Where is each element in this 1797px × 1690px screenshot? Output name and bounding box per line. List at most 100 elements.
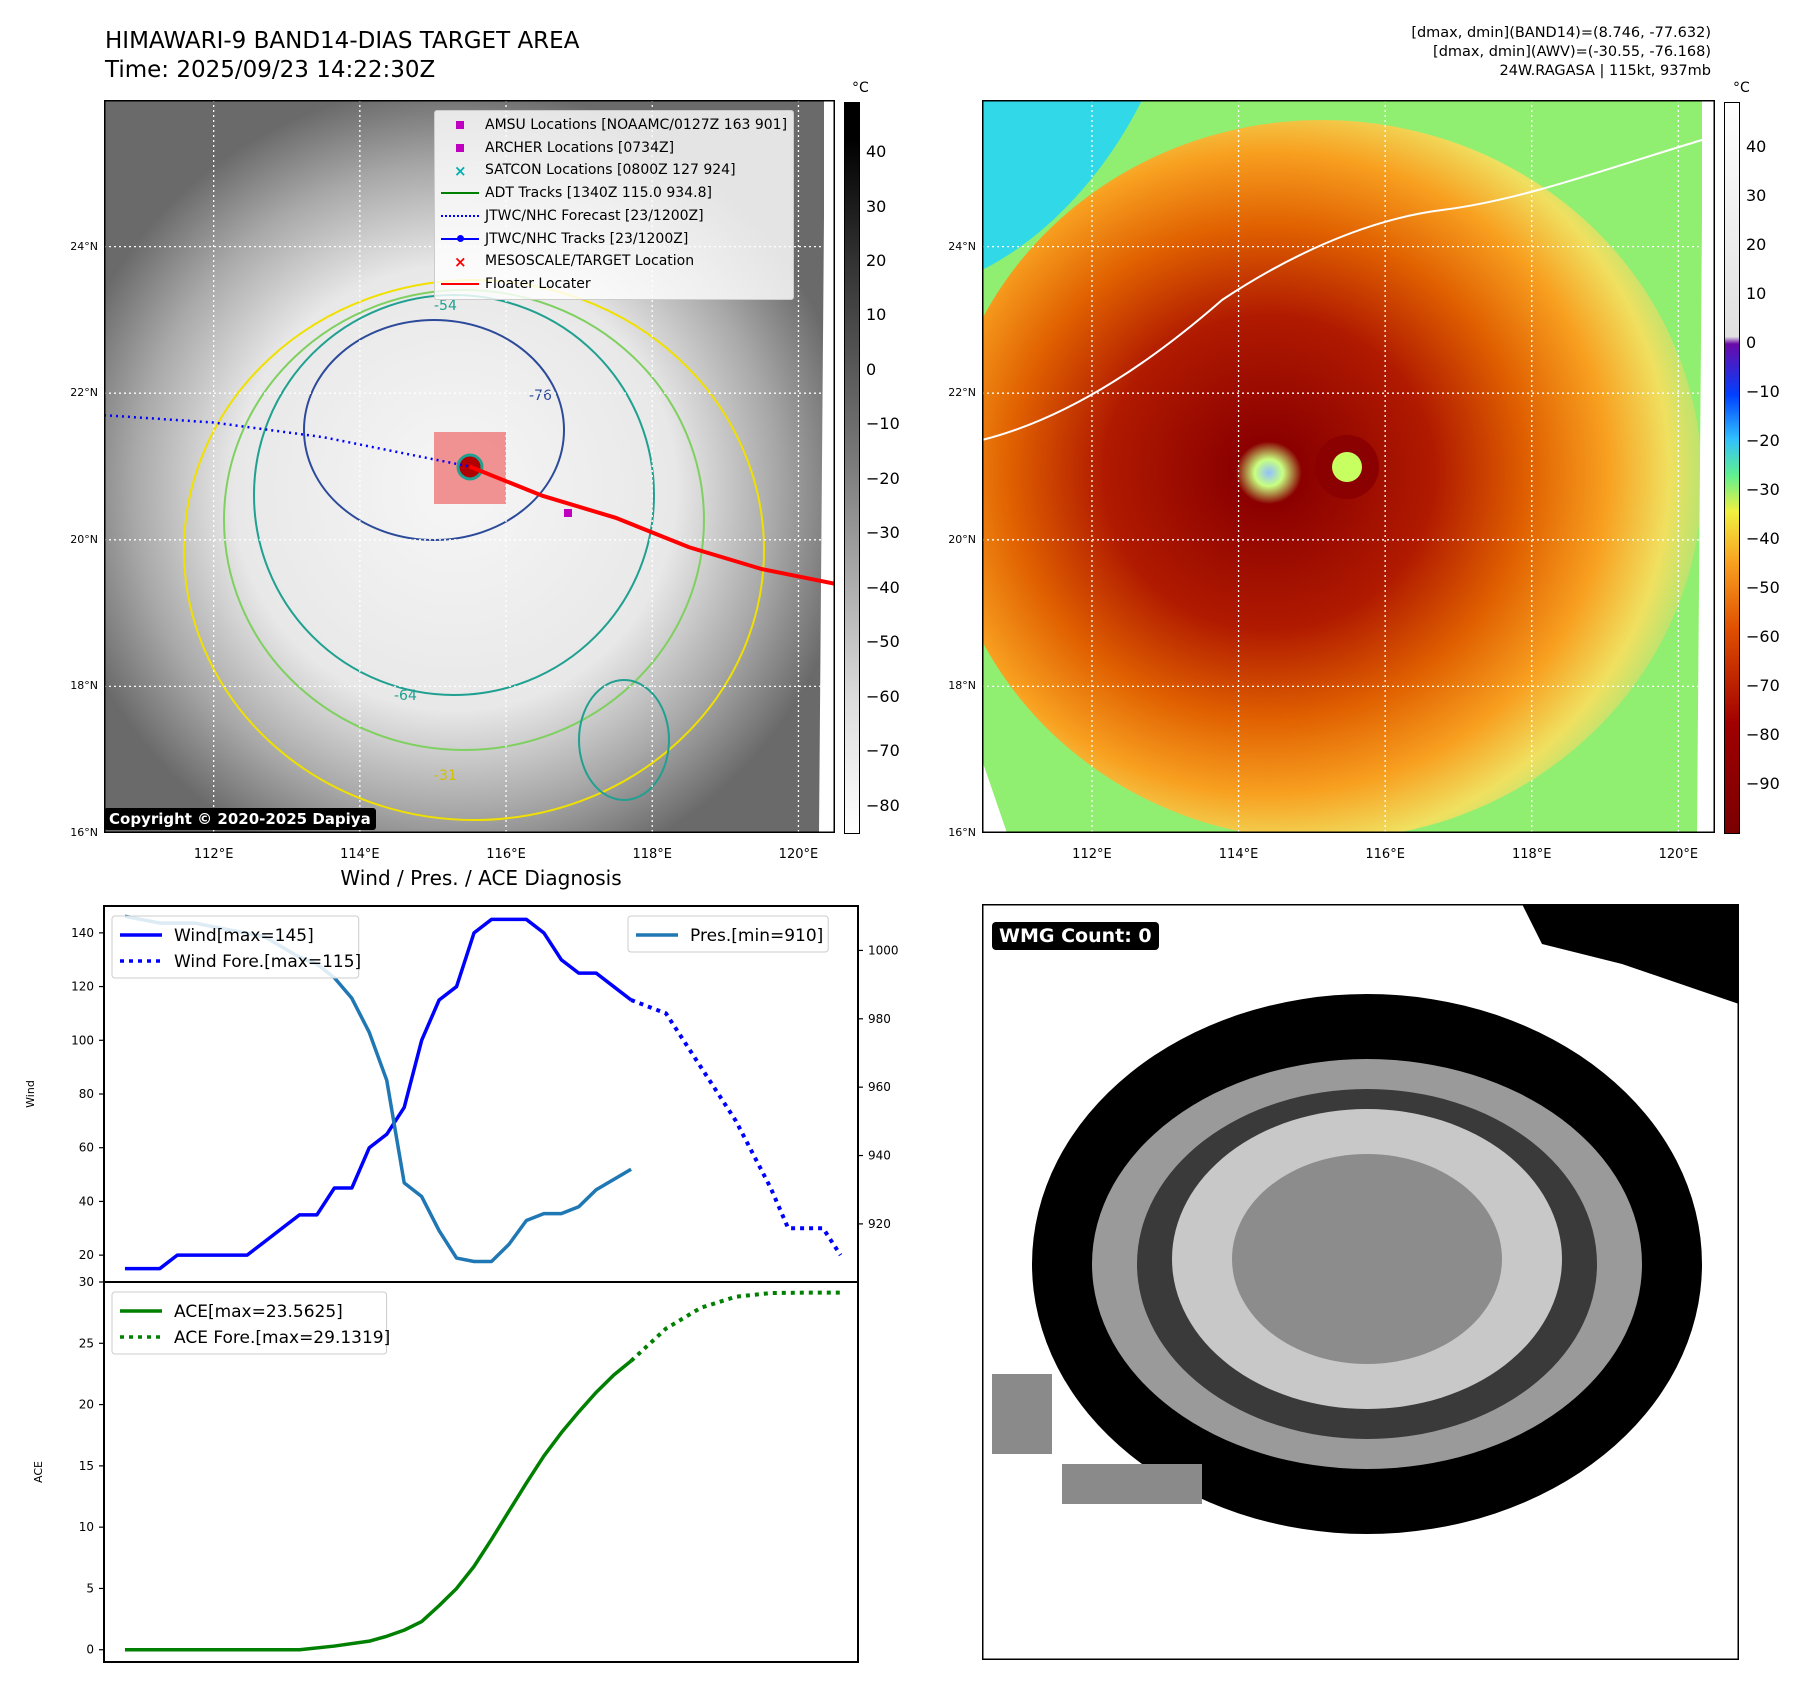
gray-colorbar-unit: °C — [852, 80, 869, 96]
lat-tick-label: 22°N — [948, 386, 976, 400]
colorbar-tick-label: −70 — [866, 741, 900, 761]
wmg-dark-corner — [1522, 904, 1739, 1004]
ace-tick-label: 15 — [79, 1459, 94, 1473]
contour-label-1: -54 — [434, 298, 457, 314]
colorbar-tick-label: −80 — [866, 795, 900, 815]
colorbar-tick-label: 40 — [1746, 137, 1767, 157]
lon-tick-label: 120°E — [1658, 847, 1699, 862]
colorbar-tick-label: −60 — [1746, 627, 1780, 647]
wind-tick-label: 40 — [79, 1194, 94, 1208]
pressure-tick-label: 1000 — [868, 943, 899, 957]
info-line-1: [dmax, dmin](BAND14)=(8.746, -77.632) — [1411, 25, 1711, 41]
floater-track — [468, 464, 835, 586]
wmg-frame — [982, 904, 1739, 1660]
wind-legend: Wind[max=145] Wind Fore.[max=115] — [111, 915, 361, 979]
ace-series-line — [124, 1359, 633, 1652]
wind-forecast-line — [630, 998, 843, 1257]
wind-tick-label: 140 — [71, 926, 94, 940]
colorbar-tick-label: 0 — [866, 359, 877, 379]
legend-label: JTWC/NHC Forecast [23/1200Z] — [485, 207, 704, 224]
lon-tick-label: 112°E — [193, 847, 234, 862]
lon-tick-label: 114°E — [340, 847, 380, 862]
ace-panel-frame — [103, 1281, 859, 1663]
ace-legend-label: ACE Fore.[max=29.1319] — [174, 1328, 390, 1348]
legend-item: JTWC/NHC Tracks [23/1200Z] — [441, 228, 787, 251]
legend-item: AMSU Locations [NOAAMC/0127Z 163 901] — [441, 114, 787, 137]
legend-label: AMSU Locations [NOAAMC/0127Z 163 901] — [485, 117, 788, 133]
lat-tick-label: 18°N — [948, 679, 976, 693]
legend-label: JTWC/NHC Tracks [23/1200Z] — [485, 230, 689, 247]
wind-series-line — [124, 917, 633, 1271]
lon-tick-label: 116°E — [486, 847, 526, 862]
lon-tick-label: 114°E — [1218, 847, 1259, 862]
lat-tick-label: 24°N — [948, 239, 976, 253]
lat-tick-label: 18°N — [70, 679, 98, 693]
color-no-data-edge — [1697, 100, 1715, 833]
lat-tick-label: 20°N — [70, 532, 98, 546]
wmg-count-badge: WMG Count: 0 — [992, 922, 1159, 950]
legend-symbol — [441, 141, 479, 155]
pressure-tick-label: 940 — [868, 1149, 891, 1163]
legend-symbol — [441, 186, 479, 200]
colorbar-tick-label: 0 — [1746, 333, 1757, 353]
ace-forecast-line — [629, 1290, 841, 1363]
legend-label: ADT Tracks [1340Z 115.0 934.8] — [485, 185, 712, 202]
ace-legend: ACE[max=23.5625] ACE Fore.[max=29.1319] — [111, 1291, 390, 1355]
wind-tick-label: 20 — [79, 1248, 94, 1262]
ir-color-map — [982, 100, 1715, 833]
colorbar-tick-label: −30 — [1746, 480, 1780, 500]
colorbar-tick-label: −10 — [866, 414, 900, 434]
colorbar-tick-label: 30 — [1746, 186, 1767, 206]
info-line-2: [dmax, dmin](AWV)=(-30.55, -76.168) — [1433, 44, 1711, 60]
legend-symbol — [441, 118, 479, 132]
ace-tick-label: 20 — [79, 1398, 94, 1412]
wind-legend-label: Wind[max=145] — [174, 926, 314, 946]
colorbar-tick-label: 10 — [866, 305, 887, 325]
storm-info: [dmax, dmin](BAND14)=(8.746, -77.632) [d… — [1411, 24, 1711, 81]
legend-item: JTWC/NHC Forecast [23/1200Z] — [441, 205, 787, 228]
lon-tick-label: 112°E — [1072, 847, 1112, 862]
title-line-2: Time: 2025/09/23 14:22:30Z — [105, 57, 436, 83]
wind-axis-label: Wind — [24, 1080, 37, 1108]
lon-tick-label: 118°E — [632, 847, 673, 862]
chart-title: Wind / Pres. / ACE Diagnosis — [340, 866, 622, 890]
ace-legend-label: ACE[max=23.5625] — [174, 1302, 343, 1322]
color-map-frame — [982, 100, 1715, 833]
ace-tick-label: 10 — [79, 1520, 94, 1534]
title-line-1: HIMAWARI-9 BAND14-DIAS TARGET AREA — [105, 28, 580, 54]
colorbar-tick-label: 40 — [866, 142, 887, 162]
colorbar-tick-label: 10 — [1746, 284, 1767, 304]
wind-legend-box — [111, 915, 360, 979]
colorbar-tick-label: −70 — [1746, 676, 1780, 696]
pressure-legend-box — [627, 915, 829, 953]
main-title: HIMAWARI-9 BAND14-DIAS TARGET AREA Time:… — [105, 27, 579, 85]
legend-item: Floater Locater — [441, 273, 787, 296]
color-map-gridlines — [982, 100, 1715, 833]
copyright-label: Copyright © 2020-2025 Dapiya — [104, 808, 376, 830]
ace-legend-box — [111, 1291, 388, 1355]
colorbar-tick-label: −50 — [1746, 578, 1780, 598]
contour-label-4: -31 — [434, 768, 457, 784]
colorbar-tick-label: −30 — [866, 523, 900, 543]
color-colorbar-unit: °C — [1733, 80, 1750, 96]
legend-item: × SATCON Locations [0800Z 127 924] — [441, 159, 787, 182]
pressure-legend: Pres.[min=910] — [627, 915, 829, 953]
wmg-patch-bottom — [1062, 1464, 1202, 1504]
info-line-3: 24W.RAGASA | 115kt, 937mb — [1499, 63, 1711, 79]
colorbar-tick-label: −50 — [866, 632, 900, 652]
colorbar-tick-label: −10 — [1746, 382, 1780, 402]
legend-symbol — [441, 232, 479, 246]
wmg-eye — [1232, 1154, 1502, 1364]
colorbar-tick-label: 20 — [1746, 235, 1767, 255]
colorbar-tick-label: −20 — [1746, 431, 1780, 451]
pressure-tick-label: 960 — [868, 1080, 891, 1094]
colorbar-tick-label: −60 — [866, 686, 900, 706]
cold-ocean-region — [982, 100, 1142, 270]
legend-label: Floater Locater — [485, 275, 591, 292]
lat-tick-label: 24°N — [70, 239, 98, 253]
wind-tick-label: 80 — [79, 1087, 94, 1101]
ace-tick-label: 5 — [86, 1581, 94, 1595]
legend-symbol — [441, 209, 479, 223]
eye — [1332, 452, 1362, 482]
contour-teal-band — [578, 679, 670, 801]
